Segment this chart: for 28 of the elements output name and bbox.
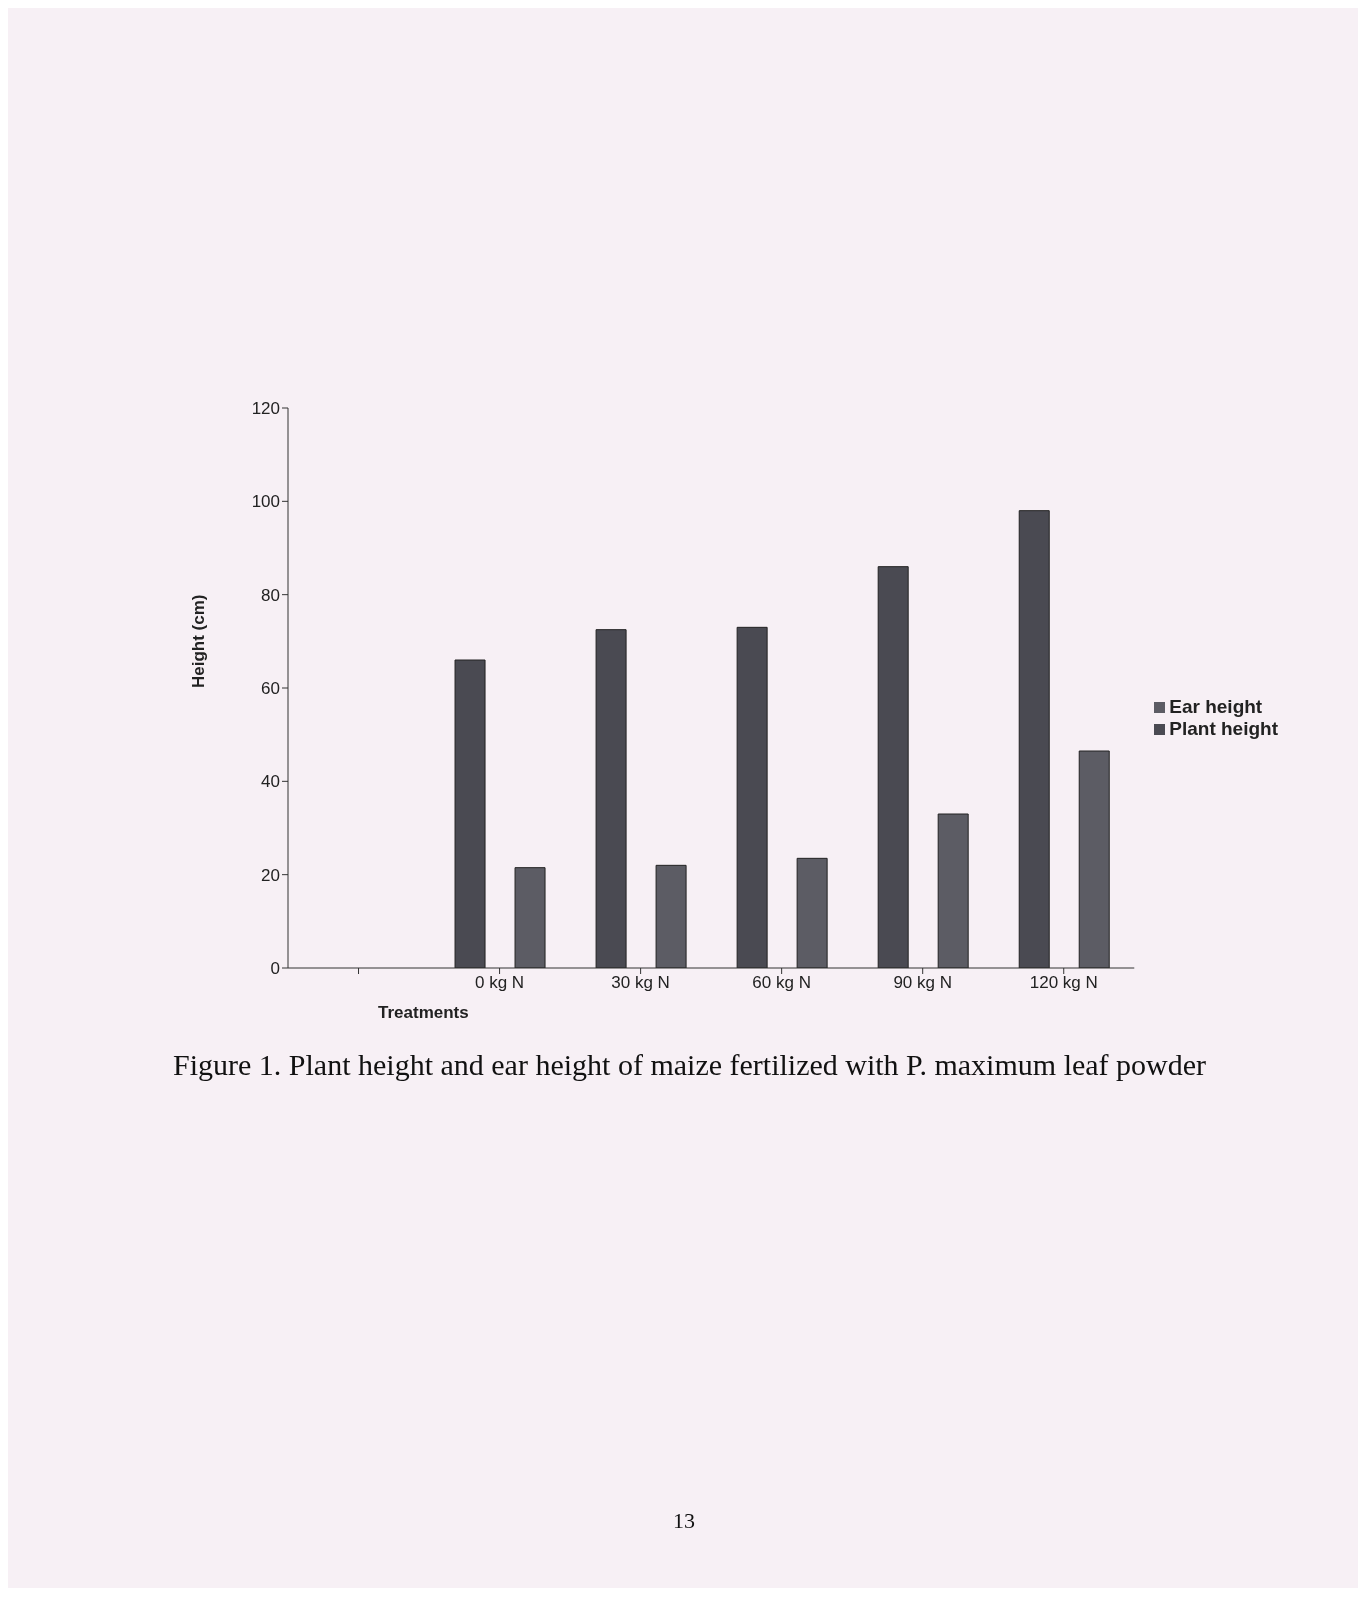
bar bbox=[655, 864, 687, 968]
bar bbox=[736, 626, 768, 968]
x-tick-label: 90 kg N bbox=[893, 973, 952, 993]
bar bbox=[595, 629, 627, 968]
x-tick-label: 30 kg N bbox=[611, 973, 670, 993]
caption: Figure 1. Plant height and ear height of maize fertilized with P. maximum leaf powder bbox=[173, 1048, 1207, 1082]
y-tick-label: 40 bbox=[261, 772, 280, 792]
legend-label: Plant height bbox=[1169, 718, 1278, 739]
bar bbox=[877, 566, 909, 968]
x-tick-label: 120 kg N bbox=[1029, 973, 1098, 993]
y-tick-label: 60 bbox=[261, 679, 280, 699]
legend-label: Ear height bbox=[1169, 696, 1263, 717]
bar bbox=[514, 867, 546, 968]
y-tick-label: 0 bbox=[270, 959, 280, 979]
y-tick-label: 120 bbox=[251, 399, 280, 419]
text: 13 bbox=[673, 1508, 695, 1534]
bar bbox=[1078, 750, 1110, 968]
bar bbox=[937, 813, 969, 968]
y-axis-title: Height (cm) bbox=[189, 594, 209, 688]
y-tick-label: 80 bbox=[261, 585, 280, 605]
bar bbox=[1018, 510, 1050, 968]
bar bbox=[796, 857, 828, 968]
x-axis-title: Treatments bbox=[378, 1003, 469, 1022]
x-tick-label: 60 kg N bbox=[752, 973, 811, 993]
bar bbox=[454, 659, 486, 968]
x-tick-label: 0 kg N bbox=[475, 973, 525, 993]
y-tick-label: 20 bbox=[261, 865, 280, 885]
y-tick-label: 100 bbox=[251, 492, 280, 512]
